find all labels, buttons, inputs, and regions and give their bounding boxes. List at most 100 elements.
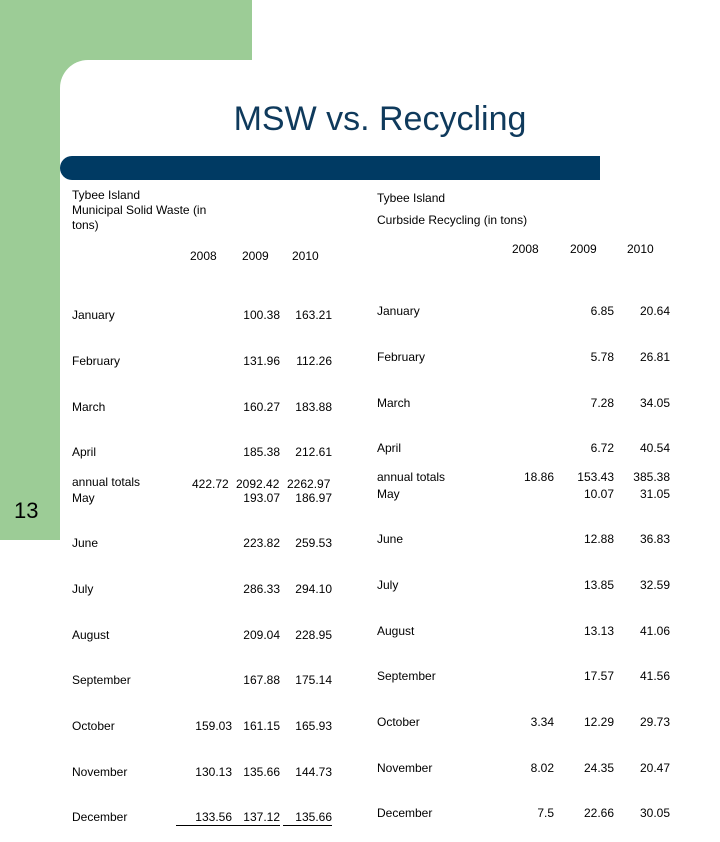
recycling-column-2010: 20.64 26.81 34.05 40.54 31.05 36.83 32.5… [618, 274, 670, 837]
msw-month: December [72, 810, 128, 825]
msw-totals-label: annual totals [72, 475, 141, 489]
msw-month: January [72, 308, 115, 323]
recycling-total-2009: 153.43 [577, 470, 614, 484]
recycling-cell [494, 441, 554, 456]
recycling-cell: 7.28 [590, 395, 614, 410]
slide-content-panel [60, 60, 720, 540]
recycling-column-2009: 6.85 5.78 7.28 6.72 10.07 12.88 13.85 13… [560, 274, 614, 837]
recycling-cell: 22.66 [583, 806, 614, 821]
recycling-cell: 5.78 [590, 350, 614, 365]
recycling-cell: 32.59 [639, 578, 670, 593]
msw-cell [176, 491, 232, 506]
recycling-cell: 6.85 [590, 304, 614, 319]
msw-total-2009: 2092.42 [236, 477, 280, 491]
msw-cell: 167.88 [243, 673, 280, 688]
msw-month: November [72, 764, 128, 779]
msw-heading-line-1: Tybee Island [72, 188, 141, 202]
msw-cell: 212.61 [295, 445, 332, 460]
msw-column-2010: 163.21 112.26 183.88 212.61 186.97 259.5… [283, 278, 332, 842]
recycling-cell: 24.35 [583, 760, 614, 775]
recycling-cell [494, 396, 554, 411]
msw-cell [176, 445, 232, 460]
recycling-cell: 29.73 [639, 714, 670, 729]
msw-month: July [72, 582, 94, 597]
msw-cell: 259.53 [295, 536, 332, 551]
recycling-column-2008: 3.34 8.02 7.5 [494, 274, 554, 837]
msw-year-2010: 2010 [292, 249, 319, 263]
msw-cell: 183.88 [295, 399, 332, 414]
msw-month: February [72, 354, 121, 369]
recycling-totals-label: annual totals [377, 470, 446, 484]
recycling-cell: 20.64 [639, 304, 670, 319]
recycling-cell [494, 669, 554, 684]
recycling-cell [494, 532, 554, 547]
recycling-cell [494, 624, 554, 639]
msw-cell: 130.13 [195, 764, 232, 779]
recycling-month: September [377, 669, 436, 684]
recycling-cell: 34.05 [639, 395, 670, 410]
msw-month: June [72, 536, 99, 551]
recycling-month: January [377, 304, 420, 319]
recycling-month: August [377, 623, 415, 638]
recycling-cell: 20.47 [639, 760, 670, 775]
recycling-cell: 3.34 [530, 714, 554, 729]
msw-cell: 165.93 [295, 718, 332, 733]
recycling-month: November [377, 760, 433, 775]
recycling-month: June [377, 532, 404, 547]
msw-month-list: January February March April May June Ju… [72, 278, 131, 841]
msw-cell [176, 582, 232, 597]
msw-heading-line-2: Municipal Solid Waste (in [72, 203, 207, 217]
msw-cell: 137.12 [232, 810, 280, 827]
msw-cell: 100.38 [243, 308, 280, 323]
msw-cell: 294.10 [295, 582, 332, 597]
recycling-cell: 26.81 [639, 350, 670, 365]
msw-cell: 133.56 [176, 810, 232, 827]
recycling-month: March [377, 395, 411, 410]
msw-month: April [72, 445, 97, 460]
msw-cell: 135.66 [243, 764, 280, 779]
msw-cell: 112.26 [296, 354, 332, 369]
recycling-month: February [377, 350, 426, 365]
recycling-cell: 17.57 [583, 669, 614, 684]
msw-cell: 161.15 [243, 718, 280, 733]
recycling-year-2008: 2008 [512, 242, 539, 256]
recycling-cell: 13.85 [583, 578, 614, 593]
slide-title: MSW vs. Recycling [233, 100, 527, 138]
msw-cell: 160.27 [243, 399, 280, 414]
recycling-cell [494, 487, 554, 502]
recycling-cell: 31.05 [639, 486, 670, 501]
msw-cell [176, 536, 232, 551]
msw-cell: 159.03 [195, 718, 232, 733]
recycling-month: December [377, 806, 433, 821]
msw-cell: 144.73 [295, 764, 332, 779]
msw-cell [176, 354, 232, 369]
recycling-cell: 40.54 [639, 441, 670, 456]
msw-cell [176, 628, 232, 643]
msw-year-2009: 2009 [242, 249, 269, 263]
msw-cell: 185.38 [243, 445, 280, 460]
recycling-cell: 41.56 [639, 669, 670, 684]
msw-month: October [72, 718, 115, 733]
recycling-cell: 6.72 [590, 441, 614, 456]
msw-total-2008: 422.72 [192, 477, 229, 491]
recycling-cell [494, 350, 554, 365]
msw-month: August [72, 627, 110, 642]
title-divider-bar [60, 156, 600, 180]
msw-cell [176, 673, 232, 688]
recycling-cell [494, 304, 554, 319]
recycling-year-2009: 2009 [570, 242, 597, 256]
msw-month: May [72, 490, 95, 505]
msw-year-2008: 2008 [190, 249, 217, 263]
slide-number: 13 [14, 498, 39, 523]
recycling-month-list: January February March April May June Ju… [377, 274, 436, 837]
msw-month: March [72, 399, 106, 414]
msw-cell: 193.07 [243, 490, 280, 505]
msw-cell: 228.95 [295, 627, 332, 642]
msw-cell: 175.14 [295, 673, 332, 688]
recycling-cell: 8.02 [530, 760, 554, 775]
recycling-month: July [377, 578, 399, 593]
recycling-cell [494, 578, 554, 593]
recycling-heading-line-1: Tybee Island [377, 191, 446, 205]
recycling-month: April [377, 441, 402, 456]
recycling-cell: 12.88 [583, 532, 614, 547]
